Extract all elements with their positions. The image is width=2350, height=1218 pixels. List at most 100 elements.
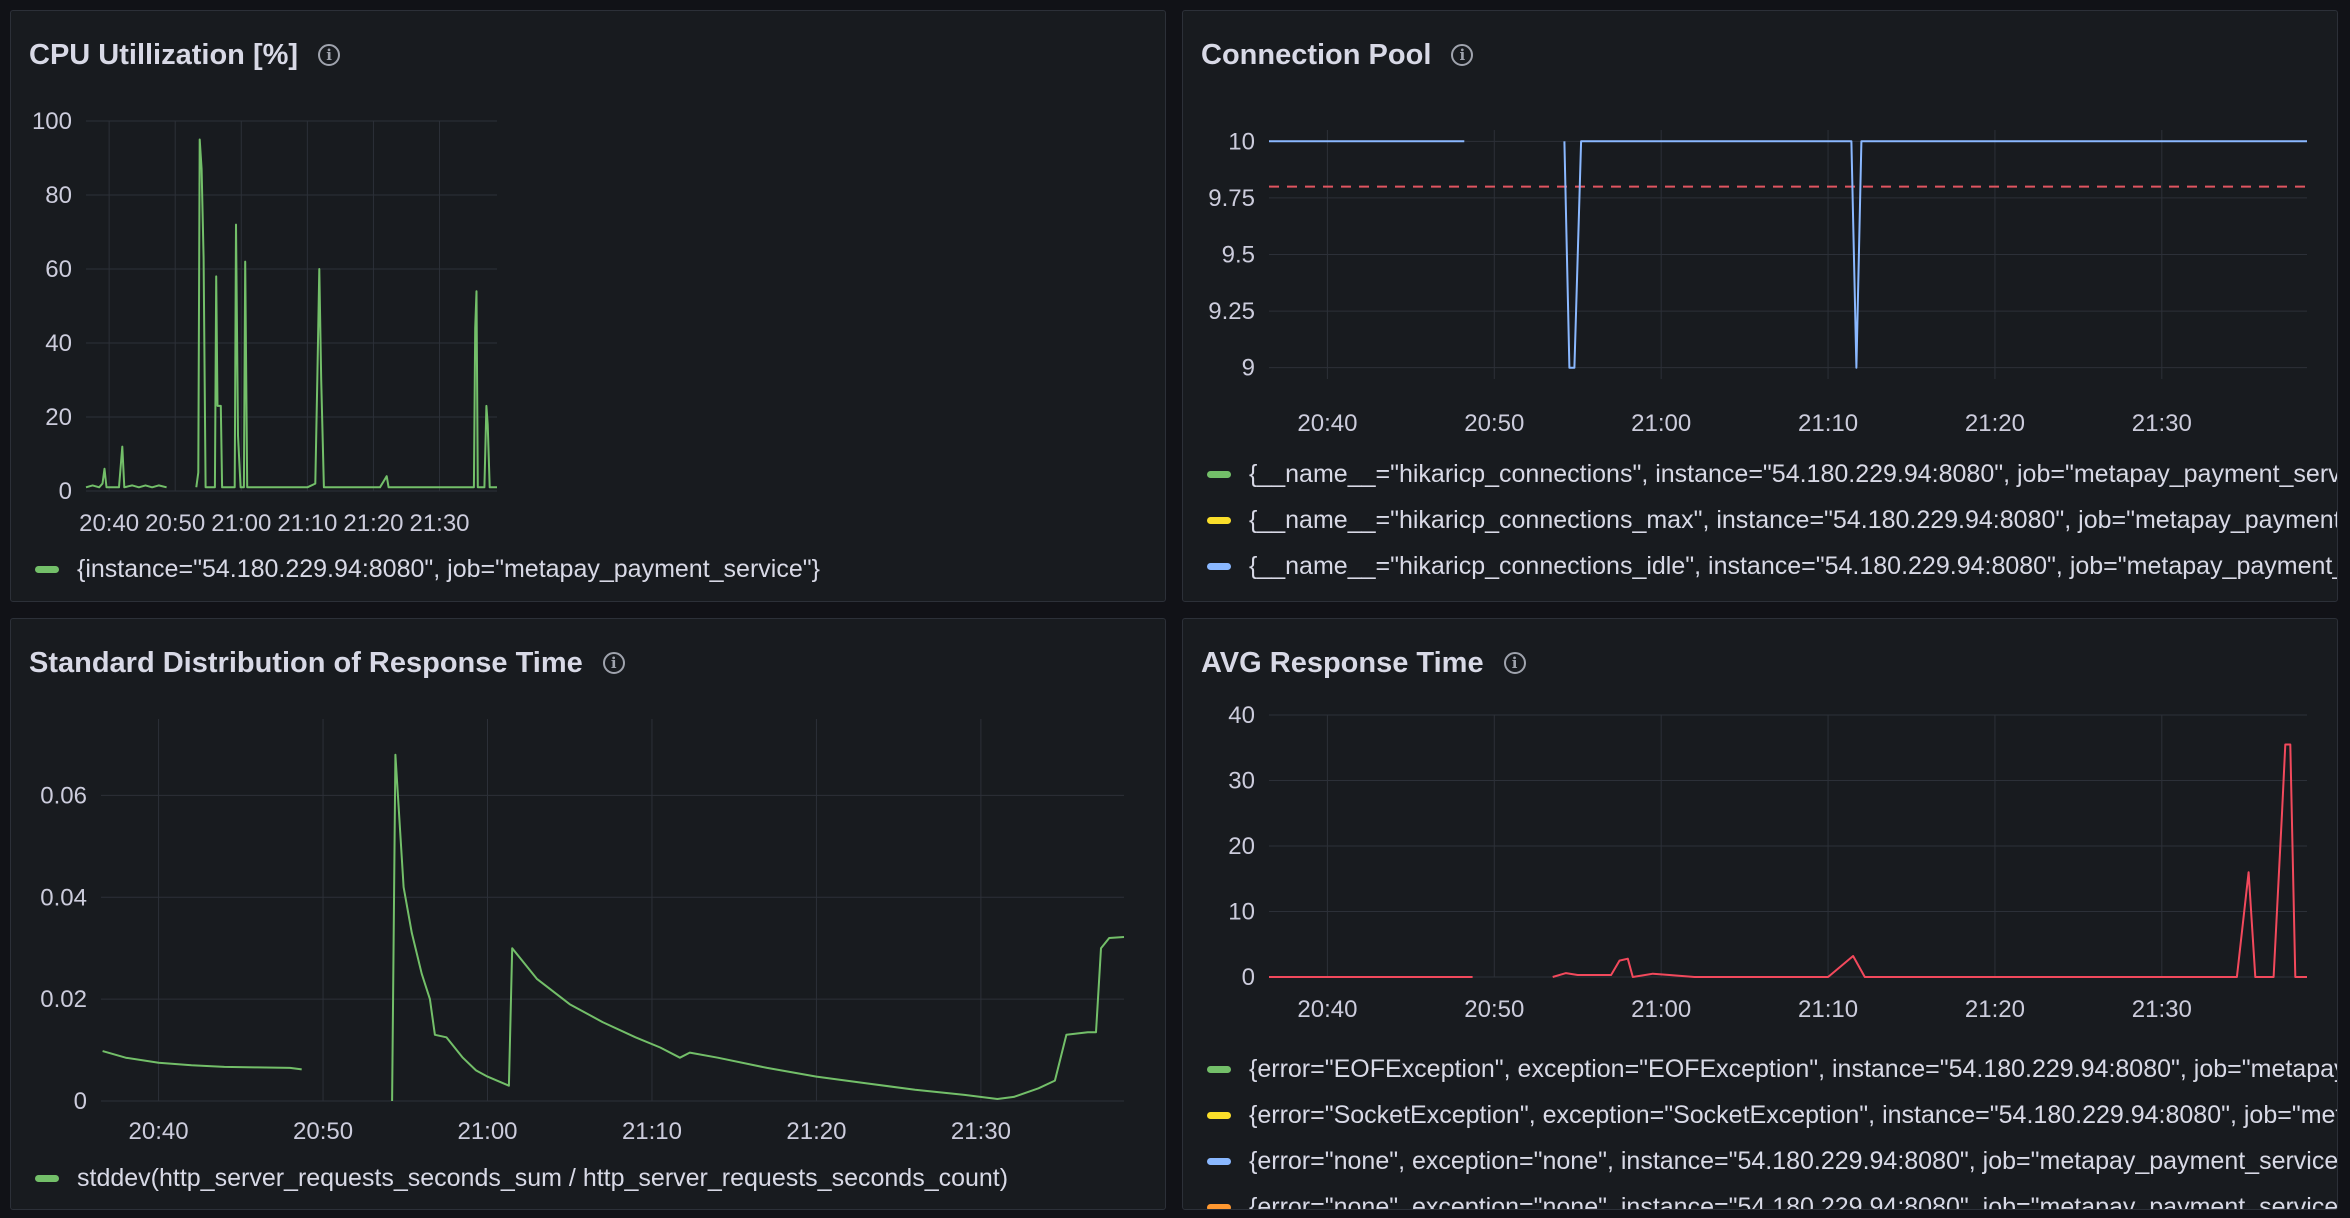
- legend-swatch: [1207, 1111, 1231, 1119]
- legend-item[interactable]: {error="SocketException", exception="Soc…: [1207, 1092, 2337, 1138]
- legend-item[interactable]: {__name__="hikaricp_connections_idle", i…: [1207, 543, 2337, 589]
- y-tick-label: 0: [59, 478, 72, 505]
- x-tick-label: 20:40: [1297, 410, 1357, 437]
- legend-label: {__name__="hikaricp_connections", instan…: [1249, 459, 2338, 488]
- legend-item[interactable]: {instance="54.180.229.94:8080", job="met…: [35, 546, 1165, 592]
- legend-item[interactable]: {error="none", exception="none", instanc…: [1207, 1138, 2337, 1184]
- chart-legend: {error="EOFException", exception="EOFExc…: [1207, 1046, 2338, 1210]
- legend-swatch: [1207, 470, 1231, 478]
- x-tick-label: 20:50: [145, 510, 205, 537]
- legend-swatch: [1207, 1157, 1231, 1165]
- x-tick-label: 21:10: [622, 1118, 682, 1145]
- y-tick-label: 0.04: [40, 884, 87, 911]
- legend-swatch: [1207, 1203, 1231, 1209]
- x-tick-label: 21:00: [1631, 410, 1691, 437]
- legend-label: {__name__="hikaricp_connections_max", in…: [1249, 505, 2338, 534]
- legend-item[interactable]: {error="none", exception="none", instanc…: [1207, 1184, 2338, 1210]
- cpu-chart: 0 20 40 60 80 100 20:40 20:50 21:00 21:10 21:20 21:…: [32, 108, 497, 537]
- x-tick-label: 20:50: [293, 1118, 353, 1145]
- legend-item[interactable]: {error="EOFException", exception="EOFExc…: [1207, 1046, 2337, 1092]
- legend-label: {error="EOFException", exception="EOFExc…: [1249, 1054, 2337, 1083]
- y-tick-label: 20: [1228, 833, 1255, 860]
- legend-swatch: [1207, 1065, 1231, 1073]
- chart-legend: {instance="54.180.229.94:8080", job="met…: [35, 546, 1165, 592]
- x-tick-label: 20:50: [1464, 996, 1524, 1023]
- x-tick-label: 21:00: [457, 1118, 517, 1145]
- x-tick-label: 21:30: [409, 510, 469, 537]
- y-tick-label: 40: [45, 330, 72, 357]
- stddev-chart: 0 0.02 0.04 0.06 20:40 20:50 21:00 21:10 21:20 21…: [40, 719, 1125, 1145]
- x-tick-label: 21:10: [1798, 410, 1858, 437]
- x-tick-label: 20:40: [79, 510, 139, 537]
- y-tick-label: 9: [1242, 355, 1255, 382]
- legend-swatch: [35, 1174, 59, 1182]
- legend-label: {error="none", exception="none", instanc…: [1249, 1146, 2338, 1175]
- legend-label: {__name__="hikaricp_connections_idle", i…: [1249, 551, 2338, 580]
- x-tick-label: 21:30: [2132, 996, 2192, 1023]
- series-line[interactable]: [102, 1050, 302, 1071]
- legend-label: {error="none", exception="none", instanc…: [1249, 1192, 2338, 1210]
- panel-title: AVG Response Time: [1201, 646, 1484, 679]
- x-tick-label: 21:20: [786, 1118, 846, 1145]
- y-tick-label: 9.25: [1208, 298, 1255, 325]
- chart-legend: stddev(http_server_requests_seconds_sum …: [35, 1155, 1165, 1201]
- legend-swatch: [35, 565, 59, 573]
- panel-header: AVG Response Time i: [1201, 633, 1526, 693]
- connection-pool-chart: 9 9.25 9.5 9.75 10 20:40 20:50 21:00 21:10 21:20 2…: [1208, 128, 2307, 437]
- legend-item[interactable]: {__name__="hikaricp_connections", instan…: [1207, 451, 2337, 497]
- legend-item[interactable]: {__name__="hikaricp_connections_max", in…: [1207, 497, 2337, 543]
- series-line[interactable]: [1563, 140, 2307, 369]
- y-tick-label: 20: [45, 404, 72, 431]
- stddev-response-time-panel: Standard Distribution of Response Time i…: [10, 618, 1166, 1210]
- y-tick-label: 60: [45, 256, 72, 283]
- panel-header: Standard Distribution of Response Time i: [29, 633, 625, 693]
- info-icon[interactable]: i: [318, 44, 341, 66]
- series-line[interactable]: [195, 138, 497, 489]
- x-tick-label: 21:20: [1965, 410, 2025, 437]
- legend-swatch: [1207, 516, 1231, 524]
- x-tick-label: 21:20: [343, 510, 403, 537]
- y-tick-label: 9.75: [1208, 185, 1255, 212]
- x-tick-label: 21:10: [277, 510, 337, 537]
- x-tick-label: 21:00: [1631, 996, 1691, 1023]
- connection-pool-panel: Connection Pool i 9 9.25 9.5 9.75 10 20:40 20:…: [1182, 10, 2338, 602]
- panel-header: Connection Pool i: [1201, 25, 1474, 85]
- y-tick-label: 10: [1228, 899, 1255, 926]
- y-tick-label: 10: [1228, 128, 1255, 155]
- cpu-utilization-panel: CPU Utillization [%] i 0 20 40 60 80 100 20:40…: [10, 10, 1166, 602]
- x-tick-label: 20:40: [129, 1118, 189, 1145]
- y-tick-label: 0.06: [40, 782, 87, 809]
- legend-item[interactable]: stddev(http_server_requests_seconds_sum …: [35, 1155, 1165, 1201]
- info-icon[interactable]: i: [1451, 44, 1474, 66]
- legend-label: stddev(http_server_requests_seconds_sum …: [77, 1163, 1009, 1192]
- y-tick-label: 9.5: [1222, 242, 1255, 269]
- series-line[interactable]: [1552, 743, 2307, 978]
- panel-title: CPU Utillization [%]: [29, 38, 299, 71]
- panel-title: Standard Distribution of Response Time: [29, 646, 583, 679]
- x-tick-label: 20:40: [1297, 996, 1357, 1023]
- avg-response-chart: 0 10 20 30 40 20:40 20:50 21:00 21:10 21:20 21:30: [1228, 702, 2307, 1023]
- y-tick-label: 100: [32, 108, 72, 135]
- x-tick-label: 21:30: [951, 1118, 1011, 1145]
- y-tick-label: 30: [1228, 768, 1255, 795]
- x-tick-label: 21:20: [1965, 996, 2025, 1023]
- x-tick-label: 21:30: [2132, 410, 2192, 437]
- avg-response-time-panel: AVG Response Time i 0 10 20 30 40 20:40 20:50 2…: [1182, 618, 2338, 1210]
- panel-title: Connection Pool: [1201, 38, 1432, 71]
- info-icon[interactable]: i: [602, 652, 625, 674]
- legend-label: {error="SocketException", exception="Soc…: [1249, 1100, 2337, 1129]
- panel-header: CPU Utillization [%] i: [29, 25, 341, 85]
- legend-label: {instance="54.180.229.94:8080", job="met…: [77, 554, 820, 583]
- x-tick-label: 21:00: [211, 510, 271, 537]
- series-line[interactable]: [85, 445, 167, 489]
- legend-swatch: [1207, 562, 1231, 570]
- chart-legend: {__name__="hikaricp_connections", instan…: [1207, 451, 2337, 589]
- series-line[interactable]: [391, 753, 1125, 1102]
- x-tick-label: 20:50: [1464, 410, 1524, 437]
- y-tick-label: 0: [74, 1088, 87, 1115]
- info-icon[interactable]: i: [1503, 652, 1526, 674]
- x-tick-label: 21:10: [1798, 996, 1858, 1023]
- y-tick-label: 0: [1242, 964, 1255, 991]
- y-tick-label: 80: [45, 182, 72, 209]
- y-tick-label: 40: [1228, 702, 1255, 729]
